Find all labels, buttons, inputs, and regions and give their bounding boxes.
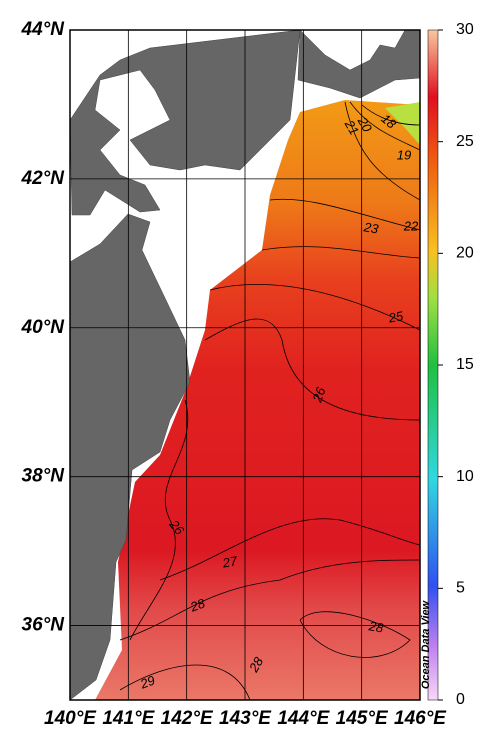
- sst-field: [95, 100, 420, 700]
- lat-tick-label: 36°N: [22, 615, 66, 636]
- colorbar-label: 5: [456, 580, 465, 597]
- contour-label: 22: [403, 218, 419, 233]
- lon-tick-label: 146°E: [394, 708, 447, 729]
- land: [70, 213, 191, 700]
- graticule: [70, 30, 420, 700]
- colorbar-label: 20: [456, 245, 474, 262]
- colorbar-label: 0: [456, 691, 465, 708]
- contour-label: 25: [386, 308, 405, 326]
- colorbar-label: 10: [456, 468, 474, 485]
- lon-tick-label: 140°E: [44, 708, 97, 729]
- contour-label: 23: [362, 219, 381, 237]
- map-frame: [69, 29, 421, 701]
- colorbar-label: 25: [456, 133, 474, 150]
- lon-tick-label: 141°E: [102, 708, 155, 729]
- lat-tick-label: 40°N: [21, 317, 66, 338]
- contours: [119, 101, 420, 700]
- contour-label: 20: [354, 114, 375, 136]
- contour-label: 28: [245, 654, 266, 676]
- map-area: [70, 30, 420, 700]
- contour-label: 26: [309, 385, 329, 405]
- lon-tick-label: 143°E: [219, 708, 272, 729]
- contour-label: 27: [220, 553, 239, 571]
- lon-tick-label: 142°E: [161, 708, 214, 729]
- contour-label: 19: [397, 147, 411, 162]
- contour-label: 28: [367, 618, 386, 636]
- lon-tick-label: 145°E: [336, 708, 389, 729]
- contour-label: 21: [341, 117, 362, 138]
- lon-tick-label: 144°E: [277, 708, 330, 729]
- contour-label: 28: [187, 595, 207, 615]
- watermark: Ocean Data View: [420, 599, 432, 689]
- colorbar-label: 15: [456, 356, 474, 373]
- colorbar-label: 30: [456, 21, 474, 38]
- lat-tick-label: 38°N: [22, 466, 66, 487]
- contour-label: 29: [137, 672, 157, 691]
- colorbar: [427, 29, 439, 701]
- lat-tick-label: 42°N: [21, 168, 66, 189]
- lat-tick-label: 44°N: [21, 19, 66, 40]
